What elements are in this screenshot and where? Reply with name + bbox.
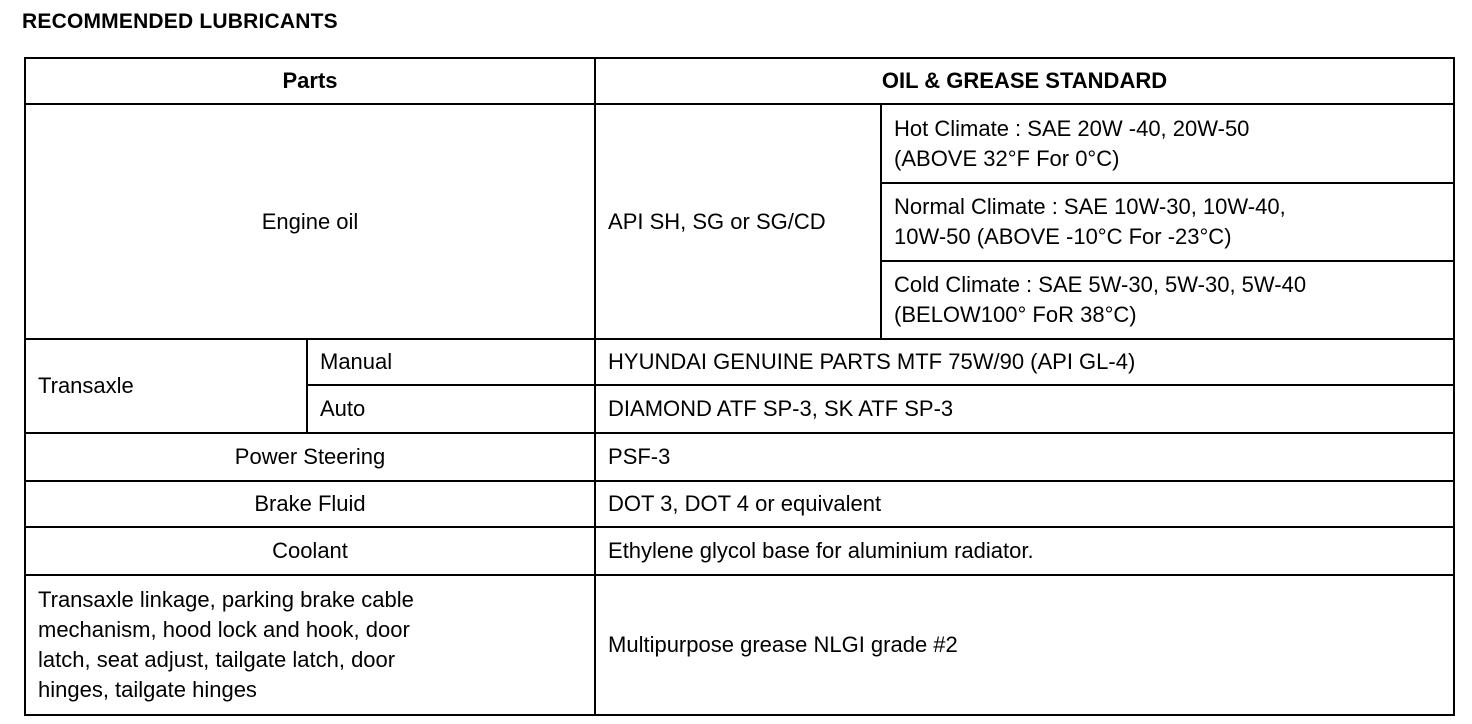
transaxle-part: Transaxle [24, 338, 308, 434]
row-standard: PSF-3 [594, 432, 1456, 482]
table-row: Auto DIAMOND ATF SP-3, SK ATF SP-3 [25, 384, 1456, 434]
grease-part: Transaxle linkage, parking brake cable me… [23, 574, 597, 716]
transaxle-manual-standard: HYUNDAI GENUINE PARTS MTF 75W/90 (API GL… [594, 338, 1456, 386]
transaxle-auto-standard: DIAMOND ATF SP-3, SK ATF SP-3 [594, 384, 1456, 434]
header-row: Parts OIL & GREASE STANDARD [23, 57, 1456, 105]
header-standard: OIL & GREASE STANDARD [594, 57, 1456, 105]
table-row: Transaxle Manual HYUNDAI GENUINE PARTS M… [24, 338, 1456, 434]
climate-normal: Normal Climate : SAE 10W-30, 10W-40, 10W-… [880, 182, 1456, 262]
row-part: Coolant [23, 526, 597, 576]
climate-hot-line1: Hot Climate : SAE 20W -40, 20W-50 [894, 115, 1250, 141]
table-row: Brake Fluid DOT 3, DOT 4 or equivalent [23, 480, 1456, 528]
row-part: Power Steering [23, 432, 597, 482]
climate-normal-line1: Normal Climate : SAE 10W-30, 10W-40, [894, 194, 1286, 219]
engine-oil-api: API SH, SG or SG/CD [594, 103, 883, 340]
grease-standard: Multipurpose grease NLGI grade #2 [594, 574, 1456, 716]
climate-cold: Cold Climate : SAE 5W-30, 5W-30, 5W-40 (B… [880, 260, 1456, 340]
engine-oil-part: Engine oil [23, 103, 597, 340]
row-standard: Ethylene glycol base for aluminium radia… [594, 526, 1456, 576]
transaxle-manual-label: Manual [305, 338, 597, 386]
document-title: RECOMMENDED LUBRICANTS [22, 10, 338, 33]
row-standard: DOT 3, DOT 4 or equivalent [594, 480, 1456, 528]
lubricants-table: Parts OIL & GREASE STANDARD Engine oil A… [23, 57, 1456, 716]
table-row: Transaxle linkage, parking brake cable me… [23, 574, 1456, 716]
grease-part-line: Transaxle linkage, parking brake cable [38, 587, 414, 612]
transaxle-auto-label: Auto [305, 384, 597, 434]
table-row: Cold Climate : SAE 5W-30, 5W-30, 5W-40 (B… [25, 260, 1456, 340]
climate-hot: Hot Climate : SAE 20W -40, 20W-50 (ABOVE … [880, 103, 1456, 184]
table-row: Coolant Ethylene glycol base for alumini… [23, 526, 1456, 576]
grease-part-line: mechanism, hood lock and hook, door [38, 617, 410, 642]
climate-cold-line2: (BELOW100° FoR 38°C) [894, 302, 1137, 327]
table-row: Normal Climate : SAE 10W-30, 10W-40, 10W-… [25, 182, 1456, 262]
climate-hot-line2: (ABOVE 32°F For 0°C) [894, 145, 1120, 171]
climate-cold-line1: Cold Climate : SAE 5W-30, 5W-30, 5W-40 [894, 272, 1307, 297]
grease-part-line: latch, seat adjust, tailgate latch, door [38, 647, 396, 672]
header-parts: Parts [23, 57, 597, 105]
grease-part-line: hinges, tailgate hinges [38, 677, 257, 702]
climate-normal-line2: 10W-50 (ABOVE -10°C For -23°C) [894, 224, 1232, 249]
table-row: Engine oil API SH, SG or SG/CD Hot Clima… [23, 103, 1456, 340]
table-row: Power Steering PSF-3 [23, 432, 1456, 482]
row-part: Brake Fluid [23, 480, 597, 528]
